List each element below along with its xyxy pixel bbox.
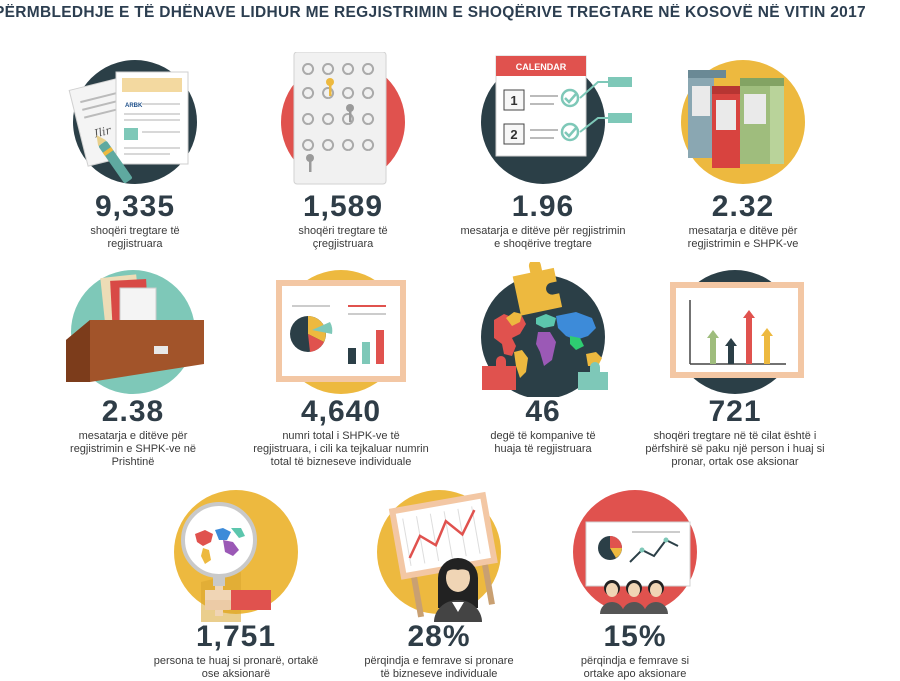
stat-card-registered: Ilir ARBK 9,335 shoqëri tregtare të regj… — [30, 52, 240, 251]
stat-card-foreign-branches: 46 degë të kompanive të huaja të regjist… — [438, 262, 648, 456]
stat-label: shoqëri tregtare të çregjistruara — [298, 225, 388, 250]
stat-label: shoqëri tregtare të regjistruara — [90, 225, 180, 250]
arbk-logo-text: ARBK — [125, 103, 143, 109]
documents-pen-icon: Ilir ARBK — [68, 60, 197, 184]
stat-value: 1,589 — [302, 190, 384, 223]
audience-board-icon — [573, 490, 697, 614]
stat-label: degë të kompanive të huaja të regjistrua… — [490, 430, 596, 455]
calendar-header: CALENDAR — [516, 62, 567, 72]
stat-label: mesatarja e ditëve për regjistrimin e SH… — [687, 225, 799, 250]
stat-card-avg-days-shpk: 2.32 mesatarja e ditëve për regjistrimin… — [638, 52, 848, 251]
stat-card-women-partners: 15% përqindja e femrave si ortake apo ak… — [530, 482, 740, 681]
woman-presenter-icon — [377, 490, 501, 622]
bar-chart-board-icon — [670, 270, 804, 394]
stat-label: shoqëri tregtare në të cilat është i për… — [645, 430, 825, 468]
calendar-icon: CALENDAR 1 2 — [481, 55, 632, 184]
stat-value: 46 — [525, 395, 561, 428]
stat-value: 4,640 — [300, 395, 382, 428]
magnifier-map-icon — [174, 490, 298, 622]
binders-icon — [681, 60, 805, 184]
stat-card-foreign-owners: 1,751 persona te huaj si pronarë, ortakë… — [131, 482, 341, 681]
chart-board-icon — [276, 270, 406, 394]
stat-card-avg-days-prishtina: 2.38 mesatarja e ditëve për regjistrimin… — [28, 262, 238, 469]
stat-value: 1,751 — [195, 620, 277, 653]
stat-value: 2.38 — [101, 395, 165, 428]
stat-value: 721 — [708, 395, 762, 428]
stat-label: mesatarja e ditëve për regjistrimin e SH… — [70, 430, 196, 468]
world-puzzle-icon — [481, 262, 608, 397]
file-tray-icon — [66, 270, 204, 394]
stat-card-women-individual: 28% përqindja e femrave si pronare të bi… — [334, 482, 544, 681]
stat-card-avg-days-companies: CALENDAR 1 2 1.96 mesatarja e ditëve për… — [438, 52, 648, 251]
stat-value: 15% — [603, 620, 667, 653]
stat-card-foreign-involved: 721 shoqëri tregtare në të cilat është i… — [630, 262, 840, 469]
stat-label: mesatarja e ditëve për regjistrimin e sh… — [460, 225, 626, 250]
calendar-row-2: 2 — [510, 127, 517, 142]
stat-label: numri total i SHPK-ve të regjistruara, i… — [253, 430, 429, 468]
stat-label: përqindja e femrave si ortake apo aksion… — [580, 655, 690, 680]
stat-card-total-shpk: 4,640 numri total i SHPK-ve të regjistru… — [236, 262, 446, 469]
stat-value: 9,335 — [94, 190, 176, 223]
stat-value: 1.96 — [511, 190, 575, 223]
page-title: PËRMBLEDHJE E TË DHËNAVE LIDHUR ME REGJI… — [0, 4, 866, 21]
stat-label: përqindja e femrave si pronare të biznes… — [364, 655, 514, 680]
calendar-row-1: 1 — [510, 93, 517, 108]
key-board-icon — [281, 52, 405, 185]
stat-value: 2.32 — [711, 190, 775, 223]
stat-label: persona te huaj si pronarë, ortakë ose a… — [153, 655, 319, 680]
stat-value: 28% — [407, 620, 471, 653]
stat-card-deregistered: 1,589 shoqëri tregtare të çregjistruara — [238, 52, 448, 251]
